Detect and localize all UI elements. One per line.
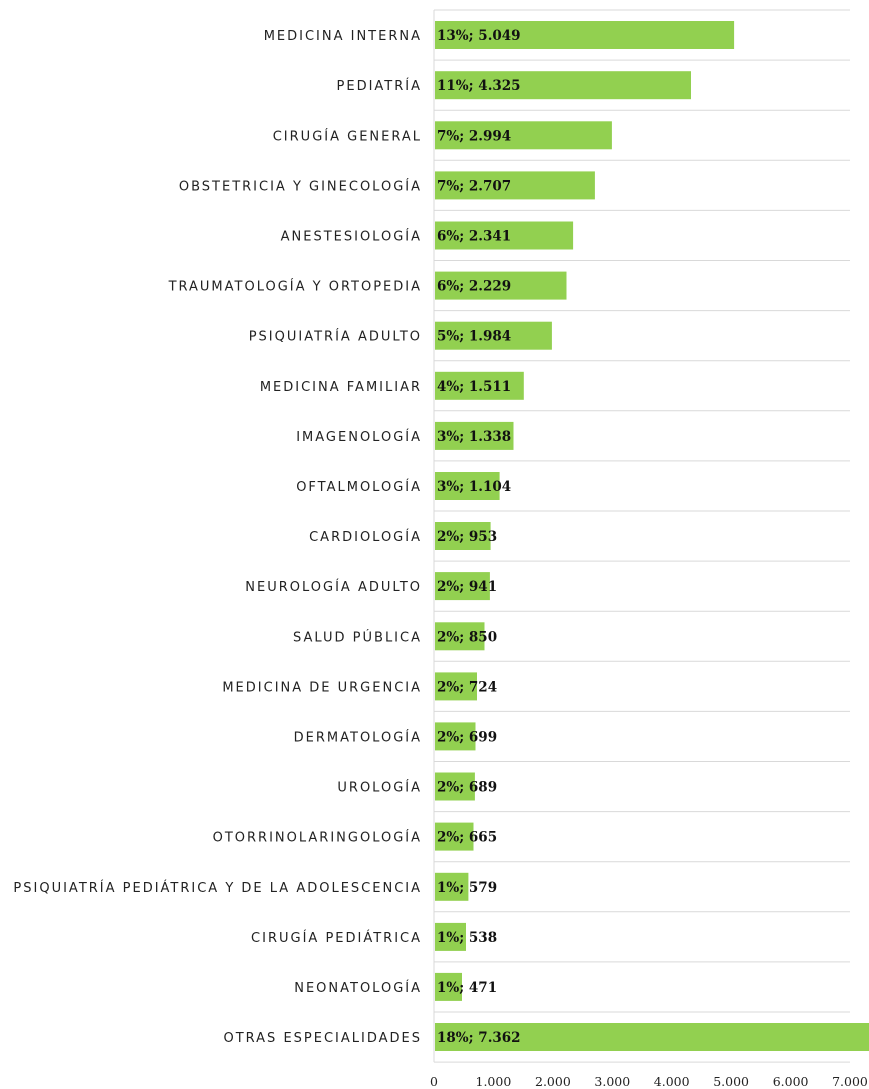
bar — [435, 472, 500, 500]
bar — [435, 171, 595, 200]
category-label: CIRUGÍA PEDIÁTRICA — [251, 930, 422, 946]
bar — [435, 672, 477, 701]
bar — [435, 922, 466, 951]
data-label: 2%; 850 — [437, 629, 497, 645]
bar — [435, 772, 475, 801]
data-label: 1%; 538 — [437, 930, 497, 946]
bar — [435, 622, 485, 651]
bar — [435, 221, 574, 250]
category-label: SALUD PÚBLICA — [293, 629, 422, 645]
bar — [435, 71, 691, 100]
category-label: MEDICINA FAMILIAR — [260, 380, 422, 395]
data-label: 11%; 4.325 — [437, 78, 521, 94]
data-label: 6%; 2.229 — [437, 279, 511, 295]
bar — [435, 722, 476, 751]
category-label: NEUROLOGÍA ADULTO — [245, 579, 422, 595]
data-label: 2%; 699 — [437, 729, 497, 745]
category-label: UROLOGÍA — [337, 780, 422, 796]
data-label: 6%; 2.341 — [437, 229, 511, 245]
category-label: TRAUMATOLOGÍA Y ORTOPEDIA — [168, 279, 422, 295]
x-tick-label: 7.000 — [832, 1074, 868, 1089]
data-label: 5%; 1.984 — [437, 329, 511, 345]
x-tick-label: 1.000 — [476, 1074, 512, 1089]
bar — [435, 121, 612, 150]
data-label: 18%; 7.362 — [437, 1030, 521, 1046]
bar — [435, 522, 491, 550]
x-tick-label: 0 — [430, 1074, 438, 1089]
x-tick-label: 6.000 — [773, 1074, 809, 1089]
x-tick-label: 2.000 — [535, 1074, 571, 1089]
data-label: 4%; 1.511 — [437, 379, 511, 395]
category-label: CARDIOLOGÍA — [309, 529, 422, 545]
bar — [435, 872, 469, 901]
bar — [435, 21, 735, 49]
bar — [435, 271, 567, 300]
category-label: OBSTETRICIA Y GINECOLOGÍA — [179, 178, 422, 194]
category-label: PEDIATRÍA — [337, 78, 422, 94]
category-label: CIRUGÍA GENERAL — [273, 128, 422, 144]
data-label: 2%; 953 — [437, 529, 497, 545]
category-label: IMAGENOLOGÍA — [296, 429, 422, 445]
data-label: 7%; 2.707 — [437, 178, 511, 194]
data-label: 2%; 941 — [437, 579, 497, 595]
category-label: PSIQUIATRÍA PEDIÁTRICA Y DE LA ADOLESCEN… — [13, 880, 422, 896]
category-label: ANESTESIOLOGÍA — [281, 229, 422, 245]
bar — [435, 371, 524, 400]
bar — [435, 972, 462, 1001]
bar — [435, 421, 514, 450]
category-label: MEDICINA DE URGENCIA — [222, 680, 422, 695]
data-label: 1%; 471 — [437, 980, 497, 996]
category-label: OTRAS ESPECIALIDADES — [223, 1031, 422, 1046]
data-label: 3%; 1.104 — [437, 479, 511, 495]
data-label: 7%; 2.994 — [437, 128, 511, 144]
bars — [435, 21, 869, 1051]
category-label: OFTALMOLOGÍA — [296, 479, 422, 495]
bar — [435, 1023, 869, 1051]
category-label: MEDICINA INTERNA — [264, 29, 422, 44]
category-label: OTORRINOLARINGOLOGÍA — [213, 830, 422, 846]
x-tick-label: 3.000 — [594, 1074, 630, 1089]
bar — [435, 321, 552, 350]
category-label: PSIQUIATRÍA ADULTO — [249, 329, 422, 345]
bar — [435, 822, 474, 851]
data-label: 2%; 689 — [437, 780, 497, 796]
category-labels: MEDICINA INTERNA PEDIATRÍA CIRUGÍA GENERAL… — [13, 29, 422, 1046]
data-labels: 13%; 5.049 11%; 4.325 7%; 2.994 7%; 2.707 6%… — [437, 28, 521, 1046]
data-label: 13%; 5.049 — [437, 28, 521, 44]
data-label: 2%; 665 — [437, 830, 497, 846]
category-label: NEONATOLOGÍA — [294, 980, 422, 996]
category-label: DERMATOLOGÍA — [294, 729, 422, 745]
data-label: 2%; 724 — [437, 679, 497, 695]
data-label: 1%; 579 — [437, 880, 497, 896]
x-axis-ticks: 0 1.000 2.000 3.000 4.000 5.000 6.000 7.000 — [430, 1074, 868, 1089]
gridlines — [433, 9, 850, 1063]
x-tick-label: 4.000 — [654, 1074, 690, 1089]
x-tick-label: 5.000 — [713, 1074, 749, 1089]
bar — [435, 572, 490, 601]
data-label: 3%; 1.338 — [437, 429, 511, 445]
